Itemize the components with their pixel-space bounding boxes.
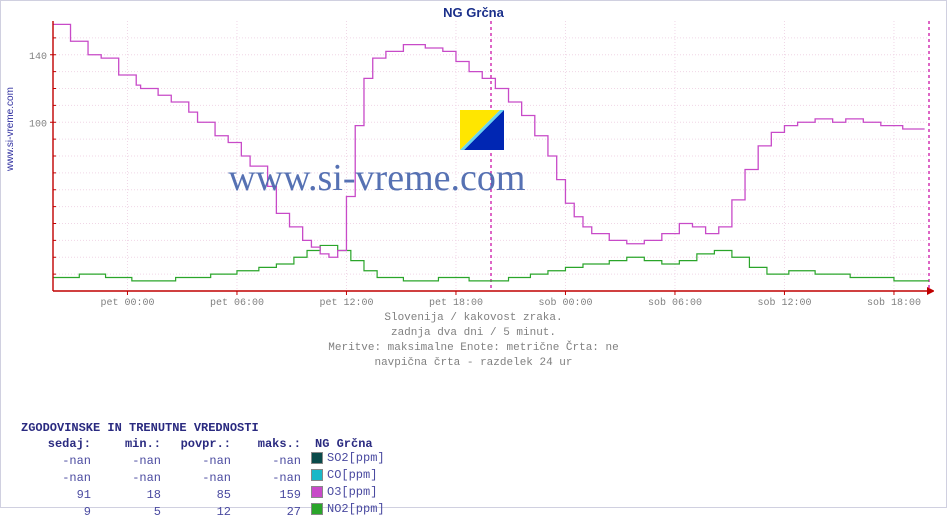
table-cell: 12 (161, 505, 231, 519)
table-cell: -nan (91, 454, 161, 468)
table-cell: 159 (231, 488, 301, 502)
table-cell: 27 (231, 505, 301, 519)
table-cell: -nan (161, 471, 231, 485)
table-cell: 85 (161, 488, 231, 502)
table-cell: 18 (91, 488, 161, 502)
table-row: -nan-nan-nan-nanSO2[ppm] (21, 451, 385, 468)
legend-label: O3[ppm] (327, 485, 377, 499)
y-axis-site-label: www.si-vreme.com (5, 87, 16, 171)
table-cell: -nan (21, 454, 91, 468)
subtitle-line: Slovenija / kakovost zraka. (1, 311, 946, 326)
subtitle-line: zadnja dva dni / 5 minut. (1, 326, 946, 341)
table-cell: -nan (231, 454, 301, 468)
svg-text:pet 12:00: pet 12:00 (319, 298, 373, 309)
chart-title: NG Grčna (1, 5, 946, 20)
legend-swatch (311, 503, 323, 515)
table-cell: 9 (21, 505, 91, 519)
table-cell: 5 (91, 505, 161, 519)
svg-text:sob 00:00: sob 00:00 (538, 297, 592, 309)
table-cell: -nan (91, 471, 161, 485)
legend-label: SO2[ppm] (327, 451, 385, 465)
table-row: 951227 NO2[ppm] (21, 502, 385, 519)
chart-container: { "title": "NG Grčna", "title_color": "#… (0, 0, 947, 508)
stats-title: ZGODOVINSKE IN TRENUTNE VREDNOSTI (21, 421, 385, 435)
table-cell: -nan (21, 471, 91, 485)
legend-label: CO[ppm] (327, 468, 377, 482)
svg-text:100: 100 (29, 119, 47, 130)
table-cell: -nan (231, 471, 301, 485)
chart-subtitles: Slovenija / kakovost zraka.zadnja dva dn… (1, 311, 946, 370)
legend-item: SO2[ppm] (311, 451, 385, 465)
col-header: sedaj: (21, 437, 91, 451)
table-row: -nan-nan-nan-nanCO[ppm] (21, 468, 385, 485)
col-header: min.: (91, 437, 161, 451)
table-row: 911885159 O3[ppm] (21, 485, 385, 502)
svg-text:140: 140 (29, 52, 47, 63)
stats-table: ZGODOVINSKE IN TRENUTNE VREDNOSTI sedaj:… (21, 421, 385, 519)
legend-item: O3[ppm] (311, 485, 377, 499)
legend-swatch (311, 486, 323, 498)
svg-text:sob 06:00: sob 06:00 (648, 297, 702, 309)
legend-item: CO[ppm] (311, 468, 377, 482)
col-header: povpr.: (161, 437, 231, 451)
table-cell: 91 (21, 488, 91, 502)
table-cell: -nan (161, 454, 231, 468)
col-header: maks.: (231, 437, 301, 451)
legend-swatch (311, 452, 323, 464)
subtitle-line: Meritve: maksimalne Enote: metrične Črta… (1, 341, 946, 356)
legend-item: NO2[ppm] (311, 502, 385, 516)
watermark-logo (460, 110, 504, 155)
svg-text:pet 18:00: pet 18:00 (429, 298, 483, 309)
svg-text:sob 18:00: sob 18:00 (867, 297, 921, 309)
legend-swatch (311, 469, 323, 481)
legend-label: NO2[ppm] (327, 502, 385, 516)
subtitle-line: navpična črta - razdelek 24 ur (1, 356, 946, 371)
station-header: NG Grčna (315, 437, 373, 451)
svg-text:sob 12:00: sob 12:00 (757, 297, 811, 309)
chart-plot: 100 140 pet 00:00 pet 06:00 pet 12:00 pet 18:… (18, 21, 934, 321)
stats-header-row: sedaj:min.:povpr.:maks.: NG Grčna (21, 437, 385, 451)
svg-text:pet 00:00: pet 00:00 (100, 298, 154, 309)
svg-text:pet 06:00: pet 06:00 (210, 298, 264, 309)
